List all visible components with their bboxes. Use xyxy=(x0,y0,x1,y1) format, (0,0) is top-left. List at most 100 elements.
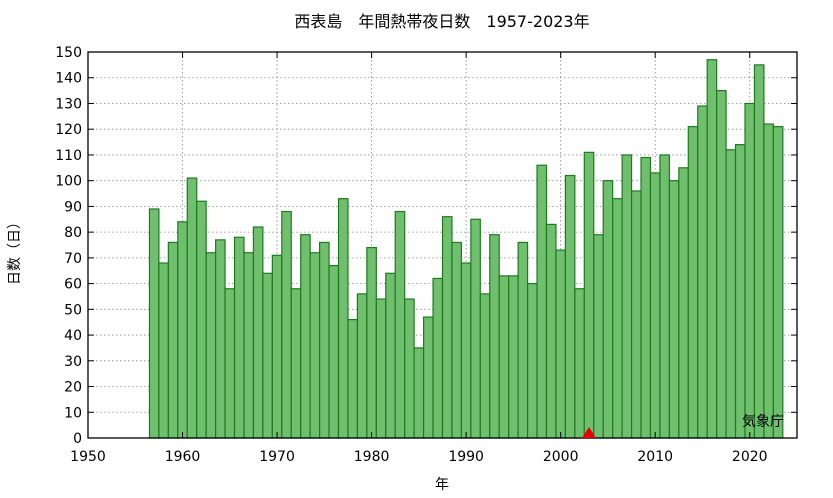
bar-1987 xyxy=(432,277,444,439)
y-axis-label: 日数（日） xyxy=(7,215,23,285)
x-axis: 1950 1960 1970 1980 1990 2000 2010 2020 xyxy=(70,52,768,465)
bar-2005 xyxy=(602,180,614,439)
y-tick-label: 90 xyxy=(64,199,82,215)
y-tick-label: 150 xyxy=(55,45,82,61)
bar-1992 xyxy=(479,293,491,439)
bar-2015 xyxy=(697,105,708,439)
x-tick-label: 2010 xyxy=(637,449,673,465)
bar-1984 xyxy=(404,298,415,439)
bar-1980 xyxy=(366,246,377,439)
bar-1993 xyxy=(489,234,500,439)
bar-2003 xyxy=(583,151,595,439)
y-tick-label: 70 xyxy=(64,251,82,267)
y-tick-label: 130 xyxy=(55,96,82,112)
plot-frame xyxy=(87,51,798,439)
y-tick-label: 50 xyxy=(64,302,82,318)
y-tick-label: 40 xyxy=(64,328,82,344)
bar-1995 xyxy=(508,275,519,439)
bar-2007 xyxy=(621,154,633,439)
x-tick-label: 1960 xyxy=(165,449,201,465)
bar-2004 xyxy=(593,234,604,439)
bar-1960 xyxy=(177,221,188,439)
bar-2020 xyxy=(744,102,756,439)
y-tick-label: 110 xyxy=(55,148,82,164)
bar-2021 xyxy=(753,64,765,439)
marker-triangle xyxy=(582,427,597,438)
bar-1977 xyxy=(337,198,349,439)
bar-1998 xyxy=(536,164,548,439)
y-tick-label: 120 xyxy=(55,122,82,138)
bar-1989 xyxy=(451,241,463,439)
bar-2013 xyxy=(678,167,689,439)
bar-1990 xyxy=(460,262,472,439)
bar-1963 xyxy=(205,252,217,439)
bar-2016 xyxy=(706,59,718,439)
bar-1975 xyxy=(319,241,330,439)
bar-1962 xyxy=(196,200,207,439)
bar-1965 xyxy=(224,288,236,439)
x-tick-label: 2000 xyxy=(543,449,579,465)
x-tick-label: 2020 xyxy=(732,449,768,465)
bar-2000 xyxy=(555,249,566,439)
marker-layer xyxy=(582,427,597,438)
y-axis: 0 10 20 30 40 50 60 70 80 90 100 110 120 130 140 150 xyxy=(55,45,797,447)
bar-1969 xyxy=(262,272,273,439)
bar-1968 xyxy=(252,226,264,439)
bar-2012 xyxy=(668,180,680,439)
bar-1982 xyxy=(385,272,396,439)
x-tick-label: 1950 xyxy=(70,449,106,465)
bar-1981 xyxy=(375,298,387,439)
chart-title: 西表島 年間熱帯夜日数 1957-2023年 xyxy=(294,12,589,31)
bar-1996 xyxy=(517,241,529,439)
bar-1994 xyxy=(498,275,510,439)
x-tick-label: 1970 xyxy=(259,449,295,465)
bar-2002 xyxy=(574,288,585,439)
bar-1976 xyxy=(328,264,340,439)
x-tick-label: 1990 xyxy=(448,449,484,465)
y-tick-label: 60 xyxy=(64,277,82,293)
bar-1971 xyxy=(281,210,292,439)
bar-1961 xyxy=(186,177,198,439)
bar-2023 xyxy=(772,126,784,439)
bar-2011 xyxy=(659,154,670,439)
bar-1964 xyxy=(215,239,226,439)
bar-2009 xyxy=(640,156,652,439)
y-tick-label: 20 xyxy=(64,380,82,396)
source-label: 気象庁 xyxy=(742,414,784,430)
bar-1973 xyxy=(300,234,311,439)
bar-1958 xyxy=(158,262,169,439)
bar-1959 xyxy=(167,241,179,439)
bar-2001 xyxy=(564,174,576,439)
bar-1978 xyxy=(347,319,359,439)
y-tick-label: 80 xyxy=(64,225,82,241)
y-tick-label: 10 xyxy=(64,405,82,421)
bar-1985 xyxy=(413,347,425,439)
bar-1966 xyxy=(233,236,245,439)
bar-1983 xyxy=(394,210,406,439)
bar-1991 xyxy=(470,218,481,439)
bar-1988 xyxy=(441,216,453,439)
bar-1970 xyxy=(271,254,283,439)
bar-2006 xyxy=(612,198,623,439)
y-tick-label: 30 xyxy=(64,354,82,370)
bar-2019 xyxy=(734,144,746,439)
bar-1999 xyxy=(545,223,557,439)
bar-2018 xyxy=(725,149,737,439)
y-tick-label: 140 xyxy=(55,71,82,87)
x-tick-label: 1980 xyxy=(354,449,390,465)
y-tick-label: 100 xyxy=(55,174,82,190)
bar-1986 xyxy=(422,316,434,439)
bar-1972 xyxy=(290,288,302,439)
bar-1997 xyxy=(526,283,538,439)
x-axis-label: 年 xyxy=(435,477,449,493)
bar-1974 xyxy=(309,252,321,439)
bar-1979 xyxy=(356,293,368,439)
bar-2014 xyxy=(687,126,699,439)
bar-2022 xyxy=(763,123,774,439)
y-tick-label: 0 xyxy=(73,431,82,447)
bar-2017 xyxy=(716,89,727,439)
bar-1967 xyxy=(243,252,255,439)
bar-1957 xyxy=(148,208,160,439)
bar-2008 xyxy=(630,190,642,439)
